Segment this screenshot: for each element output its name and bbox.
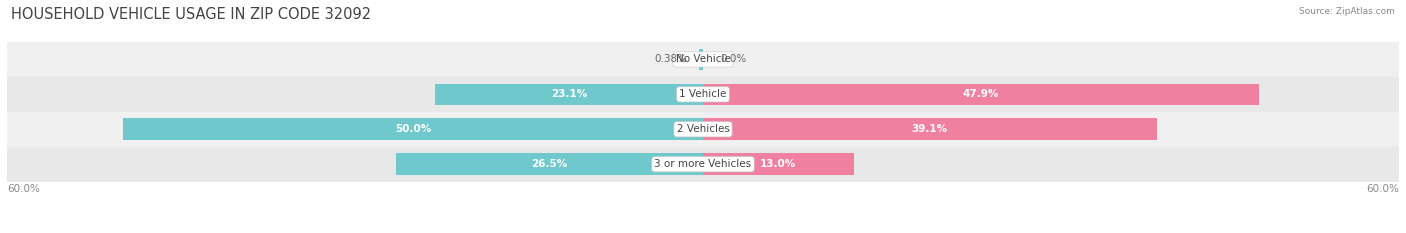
- Bar: [703, 84, 1258, 105]
- Text: 50.0%: 50.0%: [395, 124, 432, 134]
- Text: 2 Vehicles: 2 Vehicles: [676, 124, 730, 134]
- Text: 26.5%: 26.5%: [531, 159, 568, 169]
- Text: 23.1%: 23.1%: [551, 89, 588, 99]
- Bar: [124, 118, 703, 140]
- Text: Source: ZipAtlas.com: Source: ZipAtlas.com: [1299, 7, 1395, 16]
- Bar: [7, 147, 1399, 182]
- Bar: [434, 84, 703, 105]
- Bar: [699, 49, 703, 70]
- Bar: [395, 154, 703, 175]
- Bar: [7, 77, 1399, 112]
- Bar: [7, 112, 1399, 147]
- Text: 13.0%: 13.0%: [761, 159, 797, 169]
- Text: 0.38%: 0.38%: [654, 55, 688, 64]
- Text: 60.0%: 60.0%: [7, 185, 39, 194]
- Text: 47.9%: 47.9%: [963, 89, 1000, 99]
- Text: 3 or more Vehicles: 3 or more Vehicles: [654, 159, 752, 169]
- Text: 1 Vehicle: 1 Vehicle: [679, 89, 727, 99]
- Bar: [703, 154, 853, 175]
- Bar: [7, 42, 1399, 77]
- Text: 60.0%: 60.0%: [1367, 185, 1399, 194]
- Bar: [703, 118, 1157, 140]
- Text: HOUSEHOLD VEHICLE USAGE IN ZIP CODE 32092: HOUSEHOLD VEHICLE USAGE IN ZIP CODE 3209…: [11, 7, 371, 22]
- Text: 0.0%: 0.0%: [720, 55, 747, 64]
- Text: 39.1%: 39.1%: [911, 124, 948, 134]
- Text: No Vehicle: No Vehicle: [675, 55, 731, 64]
